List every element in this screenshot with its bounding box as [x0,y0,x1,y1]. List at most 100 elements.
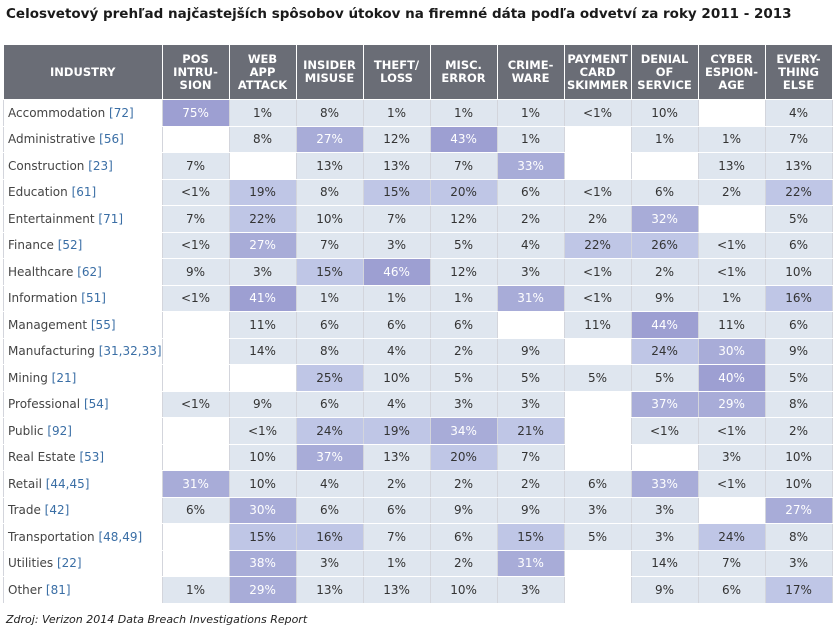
value-cell: 29% [697,390,766,418]
value-cell: 13% [764,152,833,180]
industry-codes: [52] [57,238,83,253]
value-cell: 2% [429,549,498,577]
industry-name: Public [8,423,48,438]
value-cell: 3% [295,549,364,577]
value-cell: 3% [630,523,699,551]
table-row: Construction [23] 7% 13% 13% 7% 33% 13% 13% [3,152,833,180]
value-cell: 6% [429,311,498,339]
value-cell: 1% [429,284,498,312]
value-cell [563,417,632,445]
value-cell: 13% [362,152,431,180]
table-row: Management [55] 11% 6% 6% 6% 11% 44% 11% 6% [3,311,833,339]
industry-codes: [71] [98,211,124,226]
value-cell: 9% [496,337,565,365]
industry-cell: Information [51] [3,284,163,312]
industry-cell: Finance [52] [3,231,163,259]
column-header: INSIDER MISUSE [295,44,364,100]
value-cell: 2% [429,470,498,498]
value-cell [496,311,565,339]
value-cell: 2% [630,258,699,286]
value-cell: 46% [362,258,431,286]
value-cell: 33% [630,470,699,498]
value-cell: 8% [295,337,364,365]
value-cell: 1% [496,125,565,153]
value-cell: 1% [161,576,230,604]
value-cell: 30% [697,337,766,365]
column-header-line: WEB [247,51,278,66]
value-cell: 29% [228,576,297,604]
value-cell [563,549,632,577]
industry-name: Transportation [8,529,99,544]
value-cell: 6% [630,178,699,206]
column-header: CYBER ESPION- AGE [697,44,766,100]
industry-codes: [54] [83,397,109,412]
column-header-line: ESPION- [705,64,759,79]
industry-cell: Manufacturing [31,32,33] [3,337,163,365]
value-cell: 31% [496,549,565,577]
column-header: EVERY- THING ELSE [764,44,833,100]
value-cell: 4% [362,337,431,365]
value-cell: 24% [697,523,766,551]
value-cell [630,152,699,180]
value-cell: 2% [496,205,565,233]
table-row: Transportation [48,49] 15% 16% 7% 6% 15% 5% 3% 2… [3,523,833,551]
value-cell [161,311,230,339]
industry-cell: Real Estate [53] [3,443,163,471]
industry-cell: Utilities [22] [3,549,163,577]
industry-name: Education [8,185,72,200]
value-cell: 6% [295,496,364,524]
value-cell: 13% [362,576,431,604]
column-header-line: INTRU- [173,64,218,79]
industry-codes: [21] [51,370,77,385]
value-cell: <1% [161,178,230,206]
value-cell: <1% [161,231,230,259]
industry-name: Real Estate [8,450,80,465]
value-cell: 10% [228,443,297,471]
table-row: Public [92] <1% 24% 19% 34% 21% <1% <1% 2% [3,417,833,445]
industry-cell: Accommodation [72] [3,99,163,127]
industry-name: Other [8,582,46,597]
column-header: PAYMENT CARD SKIMMER [563,44,632,100]
value-cell: 75% [161,99,230,127]
value-cell [563,337,632,365]
value-cell: 3% [764,549,833,577]
value-cell: 3% [496,390,565,418]
column-header-line: THING [778,64,819,79]
column-header: WEB APP ATTACK [228,44,297,100]
page-title: Celosvetový prehľad najčastejších spôsob… [6,6,792,22]
value-cell: 10% [228,470,297,498]
industry-cell: Transportation [48,49] [3,523,163,551]
value-cell [161,549,230,577]
value-cell [228,364,297,392]
value-cell: 10% [429,576,498,604]
industry-name: Information [8,291,82,306]
industry-name: Professional [8,397,84,412]
value-cell: 31% [496,284,565,312]
column-header-line: SKIMMER [566,77,629,92]
industry-name: Management [8,317,91,332]
value-cell: 13% [295,152,364,180]
industry-codes: [72] [109,105,134,120]
value-cell: 7% [764,125,833,153]
table-row: Education [61] <1% 19% 8% 15% 20% 6% <1% 6% 2% 22% [3,178,833,206]
value-cell: 7% [697,549,766,577]
column-header-line: PAYMENT [567,51,628,66]
value-cell: 5% [764,205,833,233]
industry-name: Utilities [8,556,57,571]
value-cell: 6% [764,231,833,259]
industry-cell: Administrative [56] [3,125,163,153]
value-cell: 15% [496,523,565,551]
value-cell: 10% [362,364,431,392]
value-cell: 40% [697,364,766,392]
value-cell [697,205,766,233]
table-row: Other [81] 1% 29% 13% 13% 10% 3% 9% 6% 17% [3,576,833,604]
industry-codes: [61] [71,185,97,200]
value-cell: 30% [228,496,297,524]
industry-codes: [53] [79,450,105,465]
value-cell: 27% [295,125,364,153]
value-cell: 6% [429,523,498,551]
value-cell: 17% [764,576,833,604]
column-header-line: DENIAL OF [640,51,689,79]
value-cell: 5% [764,364,833,392]
column-header-line: INSIDER [303,58,356,72]
